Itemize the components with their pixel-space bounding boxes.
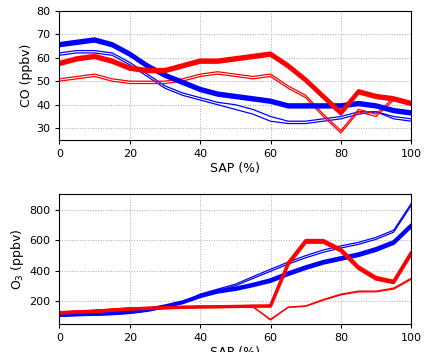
X-axis label: SAP (%): SAP (%) — [210, 346, 260, 352]
X-axis label: SAP (%): SAP (%) — [210, 162, 260, 175]
Y-axis label: O$_3$ (ppbv): O$_3$ (ppbv) — [9, 228, 26, 290]
Y-axis label: CO (ppbv): CO (ppbv) — [20, 44, 33, 107]
